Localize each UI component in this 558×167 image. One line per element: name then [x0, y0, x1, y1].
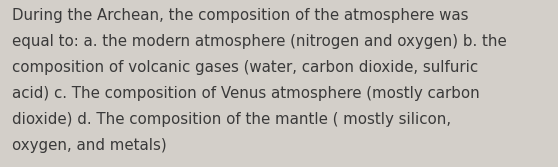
Text: equal to: a. the modern atmosphere (nitrogen and oxygen) b. the: equal to: a. the modern atmosphere (nitr… — [12, 34, 507, 49]
Text: dioxide) d. The composition of the mantle ( mostly silicon,: dioxide) d. The composition of the mantl… — [12, 112, 451, 127]
Text: composition of volcanic gases (water, carbon dioxide, sulfuric: composition of volcanic gases (water, ca… — [12, 60, 478, 75]
Text: During the Archean, the composition of the atmosphere was: During the Archean, the composition of t… — [12, 8, 469, 23]
Text: acid) c. The composition of Venus atmosphere (mostly carbon: acid) c. The composition of Venus atmosp… — [12, 86, 480, 101]
Text: oxygen, and metals): oxygen, and metals) — [12, 138, 167, 153]
